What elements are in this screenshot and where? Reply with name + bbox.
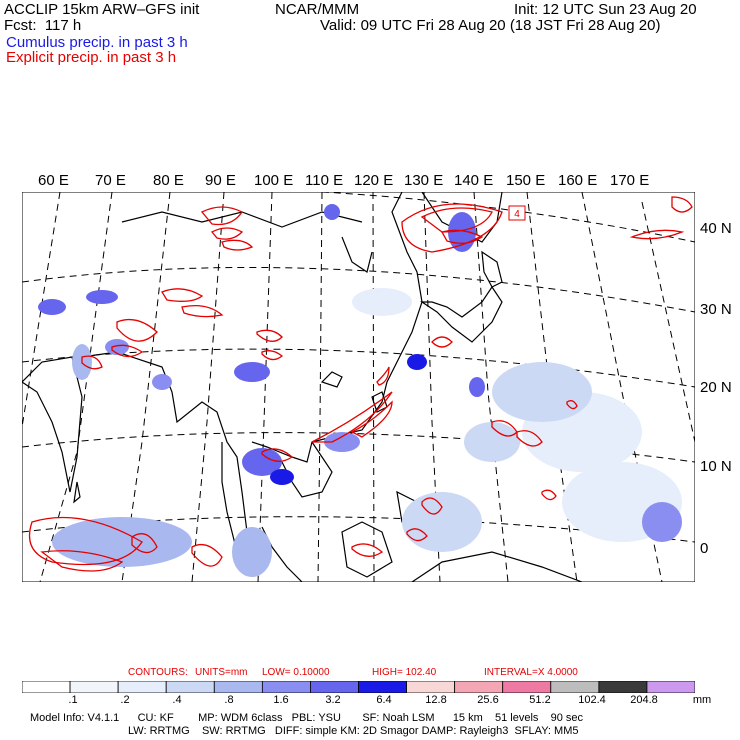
colorbar-segment [165,681,215,693]
physics-info: LW: RRTMG SW: RRTMG DIFF: simple KM: 2D … [128,725,579,737]
colorbar-segment [406,681,456,693]
init-time: Init: 12 UTC Sun 23 Aug 20 [514,1,697,18]
lat-label: 20 N [700,379,732,396]
colorbar-unit: mm [692,694,712,706]
forecast-hour: Fcst: 117 h [4,17,82,34]
colorbar-segment [358,681,407,693]
product-title: ACCLIP 15km ARW–GFS init [4,1,200,18]
colorbar-segment [261,681,311,693]
colorbar-label: .1 [68,694,78,706]
cumulus-precip [38,204,682,577]
colorbar-segment [502,681,552,693]
colorbar-label: 102.4 [578,694,606,706]
lon-label: 140 E [454,172,494,189]
contours-low: LOW= 0.10000 [262,667,330,678]
lat-label: 10 N [700,458,732,475]
lon-label: 170 E [610,172,650,189]
explicit-legend: Explicit precip. in past 3 h [6,49,177,66]
colorbar-label: 6.4 [376,694,392,706]
colorbar-segment [117,681,167,693]
lat-label: 0 [700,540,709,557]
lon-label: 90 E [205,172,236,189]
colorbar-segment [454,681,504,693]
colorbar-segment [646,681,695,693]
lon-label: 80 E [153,172,184,189]
colorbar-label: .8 [224,694,234,706]
colorbar-segment [69,681,119,693]
lon-label: 60 E [38,172,69,189]
colorbar [22,681,695,693]
colorbar-segment [22,681,71,693]
lon-label: 150 E [506,172,546,189]
center-name: NCAR/MMM [275,1,360,18]
contours-interval: INTERVAL=X 4.0000 [484,667,578,678]
colorbar-label: 12.8 [425,694,447,706]
contours-high: HIGH= 102.40 [372,667,437,678]
colorbar-segment [550,681,600,693]
colorbar-label: .2 [120,694,130,706]
lon-label: 100 E [254,172,294,189]
colorbar-label: .4 [172,694,182,706]
lon-label: 130 E [404,172,444,189]
lon-label: 110 E [305,172,344,189]
explicit-precip [28,196,693,572]
cumulus-legend: Cumulus precip. in past 3 h [6,34,188,51]
contours-title: CONTOURS: [128,667,188,678]
precipitation-map: 4 [22,192,695,582]
valid-time: Valid: 09 UTC Fri 28 Aug 20 (18 JST Fri … [320,17,661,34]
contour-label: 4 [514,209,520,220]
colorbar-label: 25.6 [477,694,499,706]
contour-label-box [508,205,526,221]
lon-label: 120 E [354,172,394,189]
lon-label: 70 E [95,172,126,189]
colorbar-label: 3.2 [325,694,341,706]
colorbar-segment [310,681,359,693]
contours-units: UNITS=mm [195,667,248,678]
lat-label: 30 N [700,301,732,318]
lon-label: 160 E [558,172,598,189]
colorbar-segment [213,681,263,693]
colorbar-label: 204.8 [630,694,658,706]
colorbar-label: 1.6 [273,694,289,706]
lat-label: 40 N [700,220,732,237]
model-info: Model Info: V4.1.1 CU: KF MP: WDM 6class… [30,712,584,724]
colorbar-segment [598,681,648,693]
colorbar-label: 51.2 [529,694,551,706]
